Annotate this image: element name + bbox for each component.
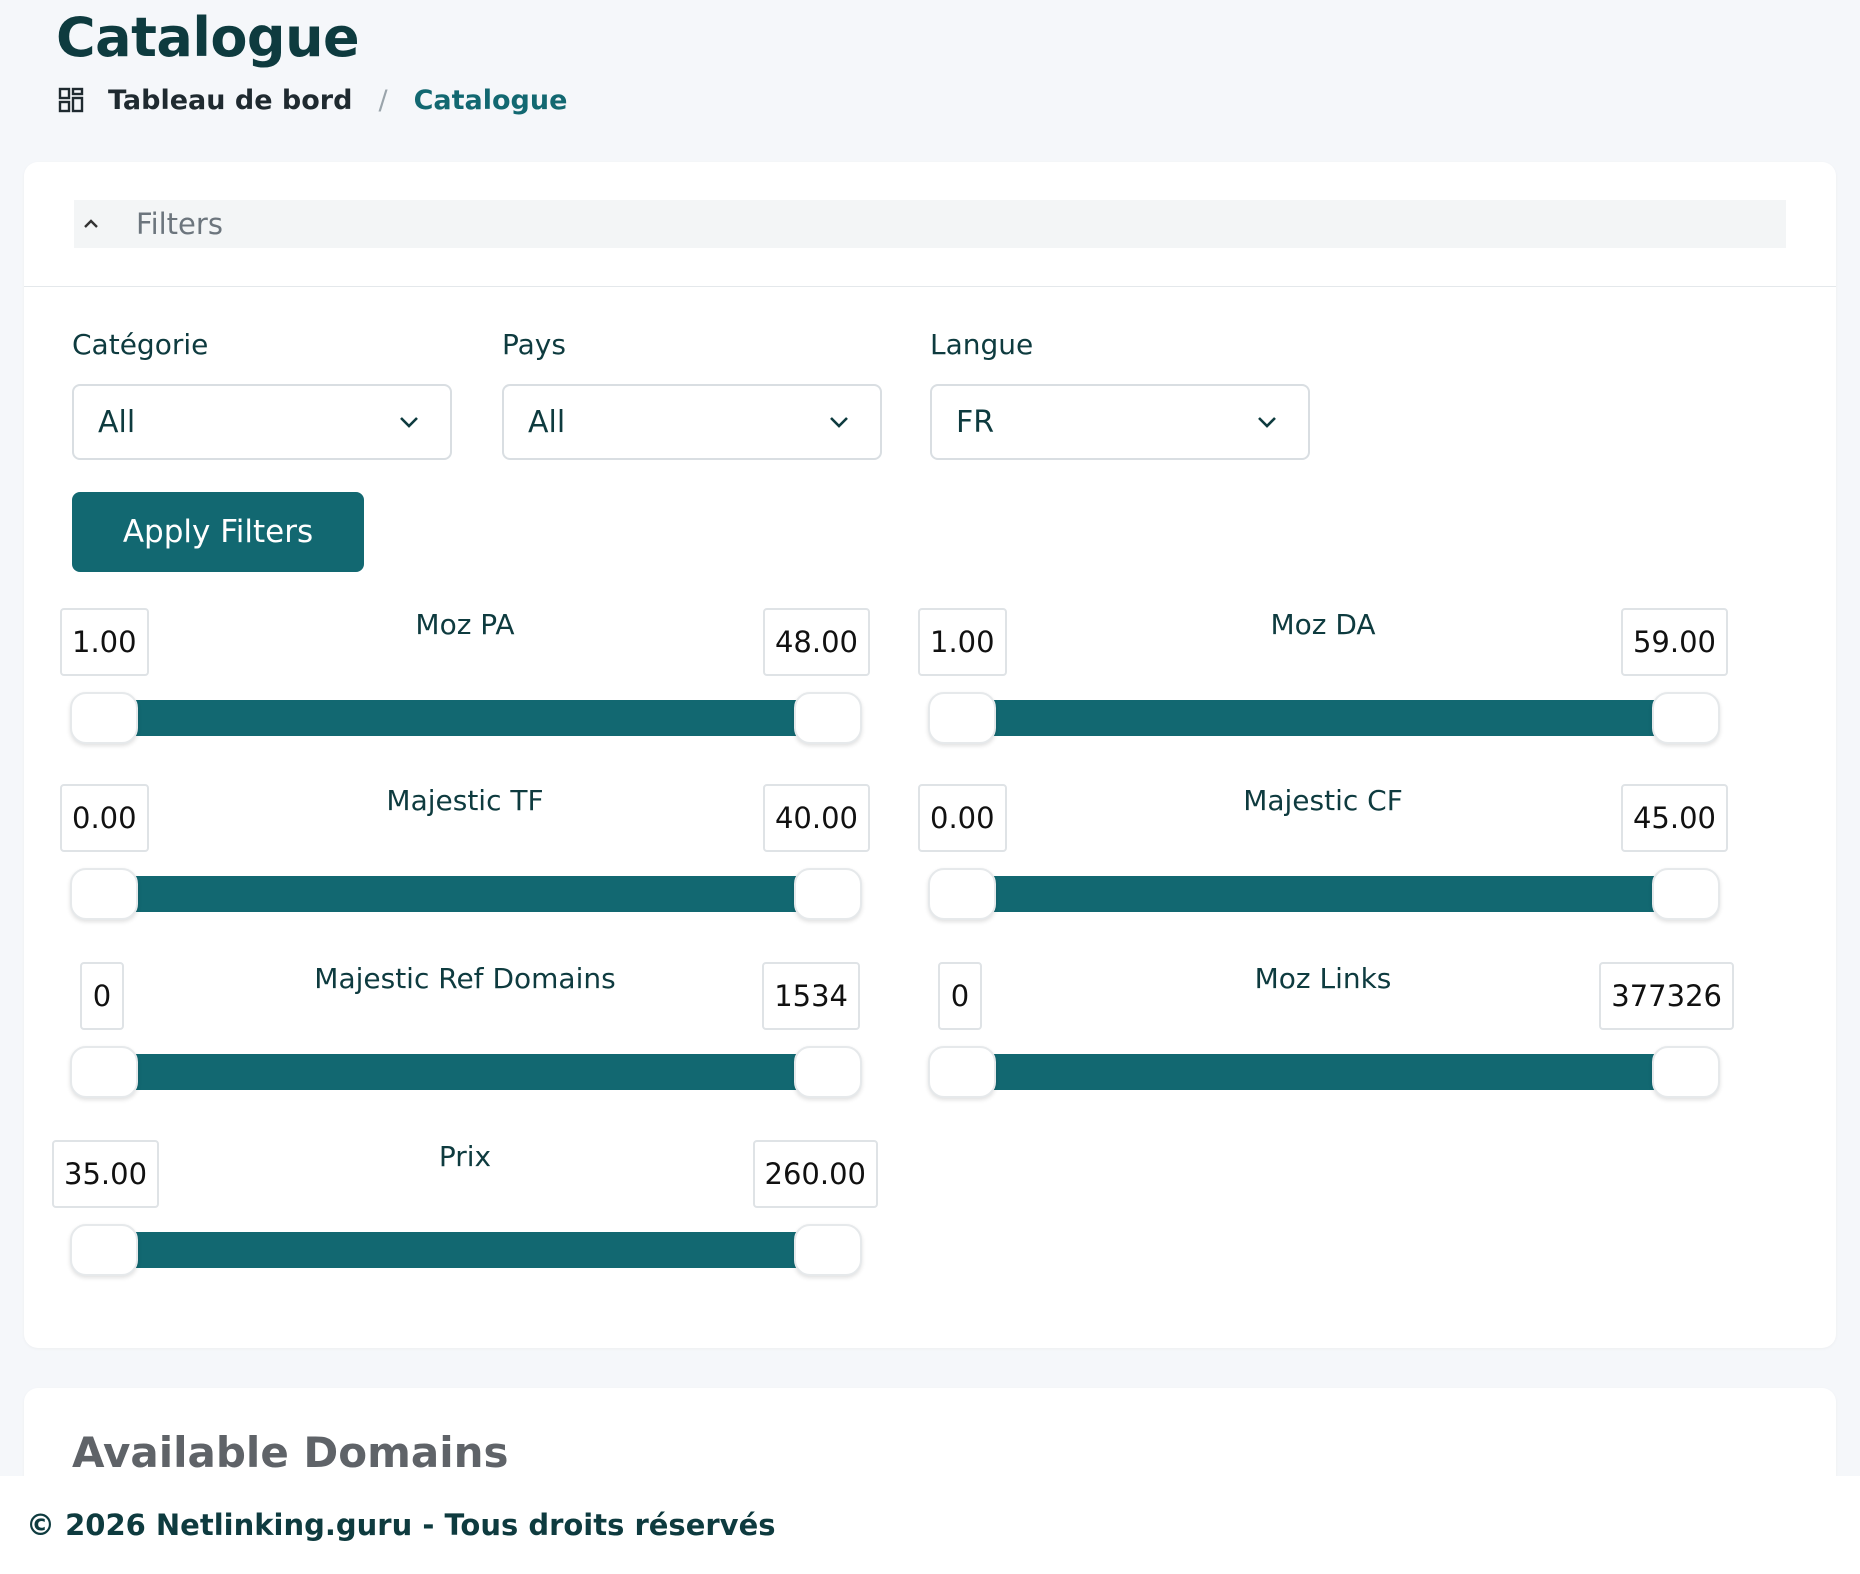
range-track bbox=[80, 1232, 850, 1268]
langue-label: Langue bbox=[930, 328, 1034, 361]
breadcrumb-current: Catalogue bbox=[413, 84, 568, 116]
range-moz-links: Moz Links 0 377326 bbox=[918, 962, 1734, 1102]
categorie-value: All bbox=[98, 404, 136, 440]
langue-select[interactable]: FR bbox=[930, 384, 1310, 460]
range-max-handle[interactable] bbox=[794, 1046, 862, 1098]
range-min-handle[interactable] bbox=[70, 692, 138, 744]
range-prix: Prix 35.00 260.00 bbox=[52, 1140, 878, 1280]
range-track bbox=[938, 876, 1708, 912]
chevron-down-icon bbox=[830, 417, 848, 428]
available-domains-title: Available Domains bbox=[72, 1428, 509, 1477]
footer: © 2026 Netlinking.guru - Tous droits rés… bbox=[0, 1476, 1860, 1574]
range-max-input[interactable]: 260.00 bbox=[752, 1140, 878, 1208]
range-label: Moz Links bbox=[1254, 962, 1392, 995]
pays-select[interactable]: All bbox=[502, 384, 882, 460]
range-majestic-tf: Majestic TF 0.00 40.00 bbox=[60, 784, 870, 924]
range-label: Moz DA bbox=[1270, 608, 1376, 641]
range-label: Majestic CF bbox=[1243, 784, 1403, 817]
range-majestic-cf: Majestic CF 0.00 45.00 bbox=[918, 784, 1728, 924]
chevron-up-icon bbox=[80, 213, 102, 235]
range-max-handle[interactable] bbox=[794, 1224, 862, 1276]
range-majestic-ref-domains: Majestic Ref Domains 0 1534 bbox=[60, 962, 870, 1102]
range-min-input[interactable]: 1.00 bbox=[60, 608, 149, 676]
range-max-input[interactable]: 59.00 bbox=[1620, 608, 1728, 676]
range-max-handle[interactable] bbox=[1652, 1046, 1720, 1098]
chevron-down-icon bbox=[1258, 417, 1276, 428]
range-max-handle[interactable] bbox=[1652, 868, 1720, 920]
range-min-input[interactable]: 0 bbox=[938, 962, 982, 1030]
range-min-input[interactable]: 0.00 bbox=[60, 784, 149, 852]
apply-filters-button[interactable]: Apply Filters bbox=[72, 492, 364, 572]
range-min-handle[interactable] bbox=[70, 1046, 138, 1098]
divider bbox=[24, 286, 1836, 287]
range-min-input[interactable]: 0 bbox=[80, 962, 124, 1030]
footer-copyright: © 2026 Netlinking.guru - Tous droits rés… bbox=[26, 1508, 776, 1542]
filters-card: Filters Catégorie All Pays All Langue FR… bbox=[24, 162, 1836, 1348]
range-label: Majestic Ref Domains bbox=[314, 962, 616, 995]
range-min-handle[interactable] bbox=[928, 1046, 996, 1098]
range-moz-pa: Moz PA 1.00 48.00 bbox=[60, 608, 870, 748]
range-max-input[interactable]: 48.00 bbox=[762, 608, 870, 676]
range-min-handle[interactable] bbox=[70, 868, 138, 920]
range-min-input[interactable]: 35.00 bbox=[52, 1140, 160, 1208]
range-label: Moz PA bbox=[415, 608, 515, 641]
range-track bbox=[80, 876, 850, 912]
filters-header-label: Filters bbox=[136, 207, 223, 241]
range-max-handle[interactable] bbox=[794, 692, 862, 744]
range-max-handle[interactable] bbox=[1652, 692, 1720, 744]
chevron-down-icon bbox=[400, 417, 418, 428]
range-max-handle[interactable] bbox=[794, 868, 862, 920]
range-min-handle[interactable] bbox=[70, 1224, 138, 1276]
breadcrumb-home-link[interactable]: Tableau de bord bbox=[108, 84, 353, 116]
range-moz-da: Moz DA 1.00 59.00 bbox=[918, 608, 1728, 748]
breadcrumb: Tableau de bord / Catalogue bbox=[58, 80, 567, 120]
range-min-handle[interactable] bbox=[928, 692, 996, 744]
range-min-handle[interactable] bbox=[928, 868, 996, 920]
range-label: Prix bbox=[438, 1140, 492, 1173]
categorie-select[interactable]: All bbox=[72, 384, 452, 460]
range-track bbox=[80, 1054, 850, 1090]
pays-value: All bbox=[528, 404, 566, 440]
range-max-input[interactable]: 40.00 bbox=[762, 784, 870, 852]
range-max-input[interactable]: 45.00 bbox=[1620, 784, 1728, 852]
range-track bbox=[938, 700, 1708, 736]
langue-value: FR bbox=[956, 404, 995, 440]
dashboard-icon bbox=[58, 87, 84, 113]
range-track bbox=[938, 1054, 1708, 1090]
pays-label: Pays bbox=[502, 328, 566, 361]
range-label: Majestic TF bbox=[386, 784, 544, 817]
page-title: Catalogue bbox=[56, 6, 360, 69]
breadcrumb-separator: / bbox=[378, 84, 388, 116]
categorie-label: Catégorie bbox=[72, 328, 209, 361]
range-min-input[interactable]: 1.00 bbox=[918, 608, 1007, 676]
range-min-input[interactable]: 0.00 bbox=[918, 784, 1007, 852]
range-max-input[interactable]: 377326 bbox=[1599, 962, 1734, 1030]
range-track bbox=[80, 700, 850, 736]
range-max-input[interactable]: 1534 bbox=[762, 962, 860, 1030]
filters-toggle[interactable]: Filters bbox=[74, 200, 1786, 248]
